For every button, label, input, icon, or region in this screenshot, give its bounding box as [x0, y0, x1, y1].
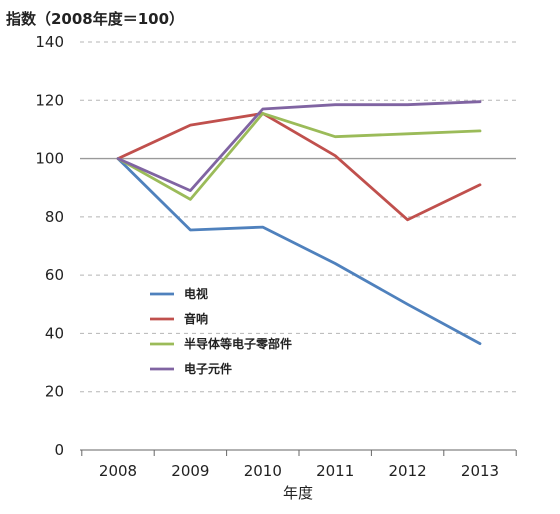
legend-label: 半导体等电子零部件 [184, 336, 292, 351]
legend-label: 电视 [184, 286, 208, 301]
gridlines [80, 41, 516, 393]
y-axis-ticks: 0 20 40 60 80 100 120 140 [35, 33, 64, 459]
y-tick-label: 20 [45, 383, 64, 401]
y-axis-label: 指数（2008年度＝100） [6, 10, 184, 28]
x-tick-label: 2012 [389, 462, 427, 480]
x-axis-label: 年度 [283, 484, 313, 502]
x-tick-label: 2011 [316, 462, 354, 480]
legend-label: 电子元件 [184, 361, 232, 376]
series-lines [116, 100, 482, 346]
y-tick-label: 40 [45, 324, 64, 342]
y-tick-label: 100 [35, 150, 64, 168]
y-tick-label: 60 [45, 266, 64, 284]
y-tick-label: 140 [35, 33, 64, 51]
x-tick-label: 2010 [244, 462, 282, 480]
series-line-3 [116, 112, 482, 201]
x-tick-label: 2013 [461, 462, 499, 480]
x-tick-label: 2008 [99, 462, 137, 480]
y-tick-label: 120 [35, 91, 64, 109]
series-line-1 [116, 157, 482, 346]
legend-label: 音响 [184, 311, 208, 326]
x-tick-label: 2009 [171, 462, 209, 480]
series-line-2 [116, 112, 482, 222]
y-tick-label: 80 [45, 208, 64, 226]
x-axis: 2008 2009 2010 2011 2012 2013 [80, 449, 517, 480]
y-tick-label: 0 [54, 441, 64, 459]
series-line-4 [116, 100, 482, 193]
